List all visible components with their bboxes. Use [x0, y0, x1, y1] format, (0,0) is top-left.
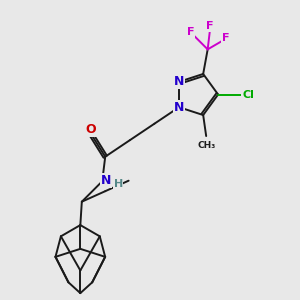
Text: N: N	[100, 174, 111, 187]
Text: N: N	[174, 101, 184, 114]
Text: F: F	[222, 33, 230, 43]
Text: O: O	[85, 123, 95, 136]
Text: F: F	[206, 21, 214, 31]
Text: CH₃: CH₃	[197, 140, 215, 149]
Text: Cl: Cl	[242, 89, 254, 100]
Text: N: N	[174, 75, 184, 88]
Text: F: F	[187, 27, 194, 37]
Text: H: H	[114, 179, 123, 189]
